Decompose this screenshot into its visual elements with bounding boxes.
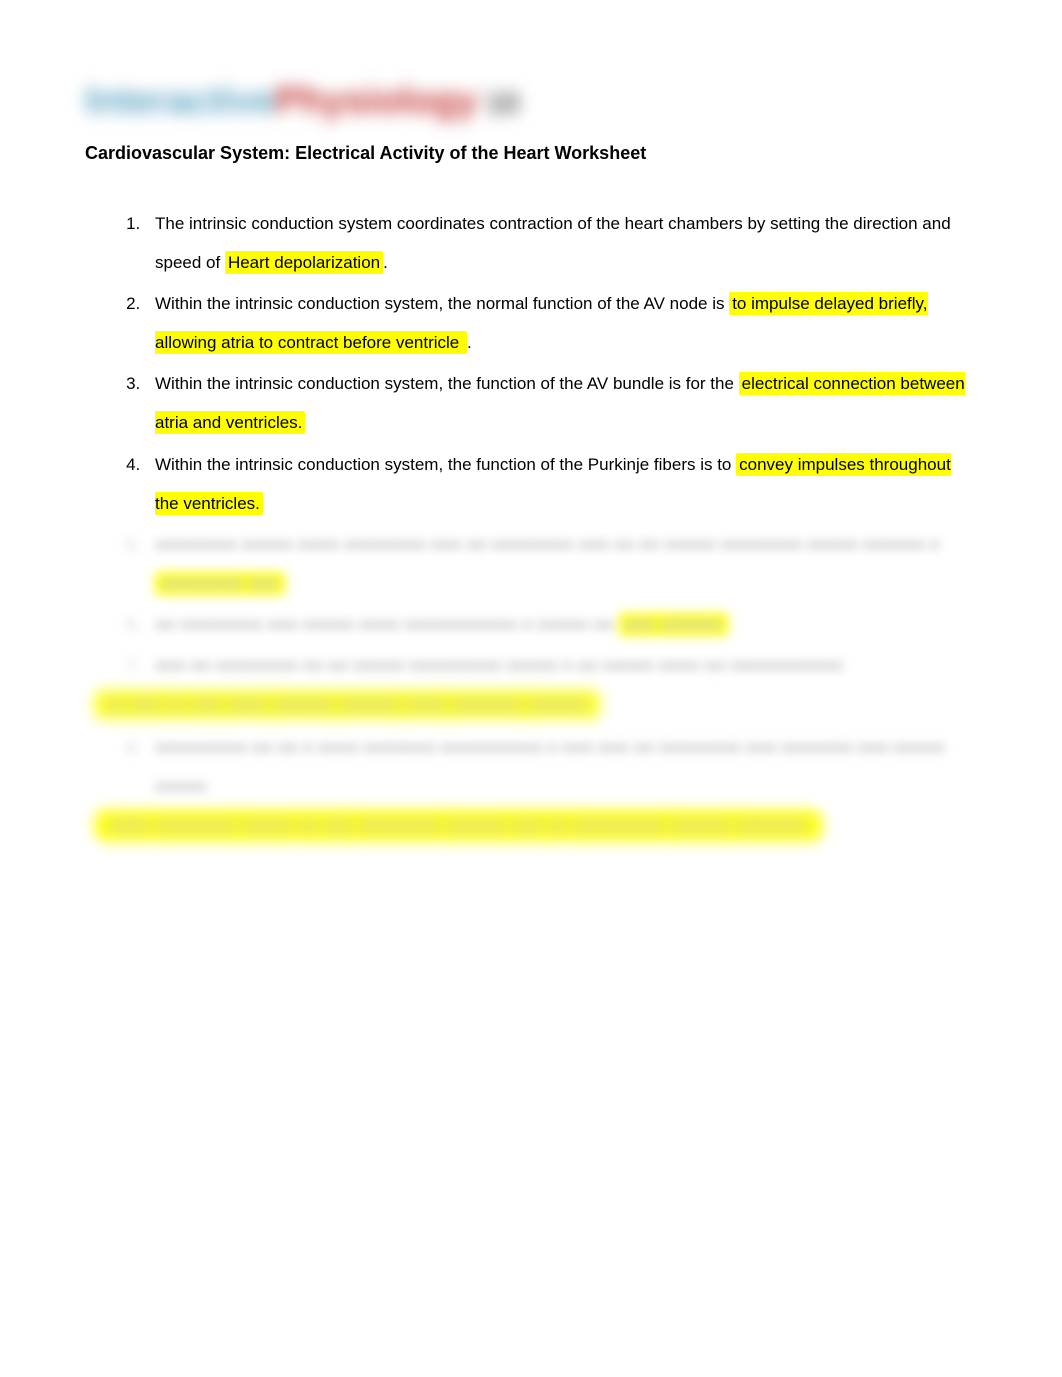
- question-list: The intrinsic conduction system coordina…: [85, 204, 977, 846]
- worksheet-title: Cardiovascular System: Electrical Activi…: [85, 143, 977, 164]
- question-7-blurred: ■■■ ■■ ■■■■■■■■ ■■ ■■ ■■■■■ ■■■■■■■■■ ■■…: [145, 646, 977, 724]
- question-text-after: .: [467, 333, 472, 352]
- blurred-text: ■■■■■■■■■ ■■ ■■ ■ ■■■■ ■■■■■■■ ■■■■■■■■■…: [155, 738, 945, 796]
- question-4: Within the intrinsic conduction system, …: [145, 445, 977, 523]
- blurred-text: ■■■ ■■ ■■■■■■■■ ■■ ■■ ■■■■■ ■■■■■■■■■ ■■…: [155, 656, 843, 675]
- logo-suffix: 10: [486, 87, 519, 121]
- blurred-answer-line-2: ■■■■ ■■■■■■■■ ■■■■■ ■■ ■■■ ■■■■■■■■ ■■■■…: [95, 806, 977, 845]
- blurred-highlight-line: ■■ ■■■ ■■ ■■■ ■■■■ ■■■■■■ ■■■■■■ ■■■■ ■■…: [95, 691, 599, 718]
- blurred-text: ■■■■■■■■ ■■■■■ ■■■■ ■■■■■■■■ ■■■ ■■ ■■■■…: [155, 535, 940, 554]
- question-8-blurred: ■■■■■■■■■ ■■ ■■ ■ ■■■■ ■■■■■■■ ■■■■■■■■■…: [145, 728, 977, 845]
- question-text-after: .: [383, 253, 388, 272]
- blurred-highlight: ■■■ ■■■■■■: [619, 613, 728, 636]
- logo-word2: Physiology: [275, 80, 478, 123]
- question-text: Within the intrinsic conduction system, …: [155, 455, 736, 474]
- logo: Interactive Physiology 10: [85, 80, 977, 123]
- blurred-text: ■■ ■■■■■■■■ ■■■ ■■■■■ ■■■■ ■■■■■■■■■■■ ■…: [155, 615, 619, 634]
- question-5-blurred: ■■■■■■■■ ■■■■■ ■■■■ ■■■■■■■■ ■■■ ■■ ■■■■…: [145, 525, 977, 603]
- blurred-highlight: ■■■■■■■■ ■■■: [155, 572, 285, 595]
- question-6-blurred: ■■ ■■■■■■■■ ■■■ ■■■■■ ■■■■ ■■■■■■■■■■■ ■…: [145, 605, 977, 644]
- blurred-answer-line-1: ■■ ■■■ ■■ ■■■ ■■■■ ■■■■■■ ■■■■■■ ■■■■ ■■…: [95, 685, 977, 724]
- logo-word1: Interactive: [85, 80, 275, 123]
- question-2: Within the intrinsic conduction system, …: [145, 284, 977, 362]
- blurred-highlight-line: ■■■■ ■■■■■■■■ ■■■■■ ■■ ■■■ ■■■■■■■■ ■■■■…: [95, 810, 822, 841]
- question-text: Within the intrinsic conduction system, …: [155, 294, 729, 313]
- question-text: Within the intrinsic conduction system, …: [155, 374, 739, 393]
- highlight-answer: Heart depolarization: [225, 251, 383, 274]
- question-1: The intrinsic conduction system coordina…: [145, 204, 977, 282]
- question-3: Within the intrinsic conduction system, …: [145, 364, 977, 442]
